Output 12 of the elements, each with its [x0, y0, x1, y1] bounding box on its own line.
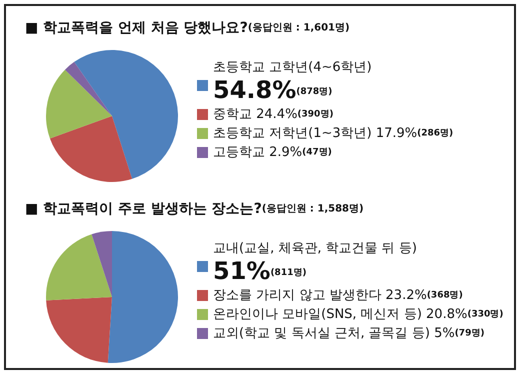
- legend-label: 중학교 24.4%(390명): [213, 107, 334, 122]
- chart-subtitle: (응답인원 : 1,588명): [262, 204, 364, 214]
- slice-label: 교내(교실, 체육관, 학교건물 뒤 등): [213, 241, 417, 256]
- chart-title: ■ 학교폭력을 언제 처음 당했나요?: [25, 20, 248, 36]
- legend-label: 고등학교 2.9%(47명): [213, 145, 332, 160]
- chart-subtitle: (응답인원 : 1,601명): [248, 22, 350, 34]
- legend-label: 온라인이나 모바일(SNS, 메신저 등) 20.8%(330명): [213, 307, 504, 322]
- chart-title: ■ 학교폭력이 주로 발생하는 장소는?: [25, 201, 262, 217]
- legend-label: 장소를 가리지 않고 발생한다 23.2%(368명): [213, 288, 463, 303]
- slice-label: 초등학교 고학년(4~6학년): [213, 60, 372, 75]
- legend-label: 초등학교 저학년(1~3학년) 17.9%(286명): [213, 126, 454, 141]
- legend-label: 교외(학교 및 독서실 근처, 골목길 등) 5%(79명): [213, 326, 484, 341]
